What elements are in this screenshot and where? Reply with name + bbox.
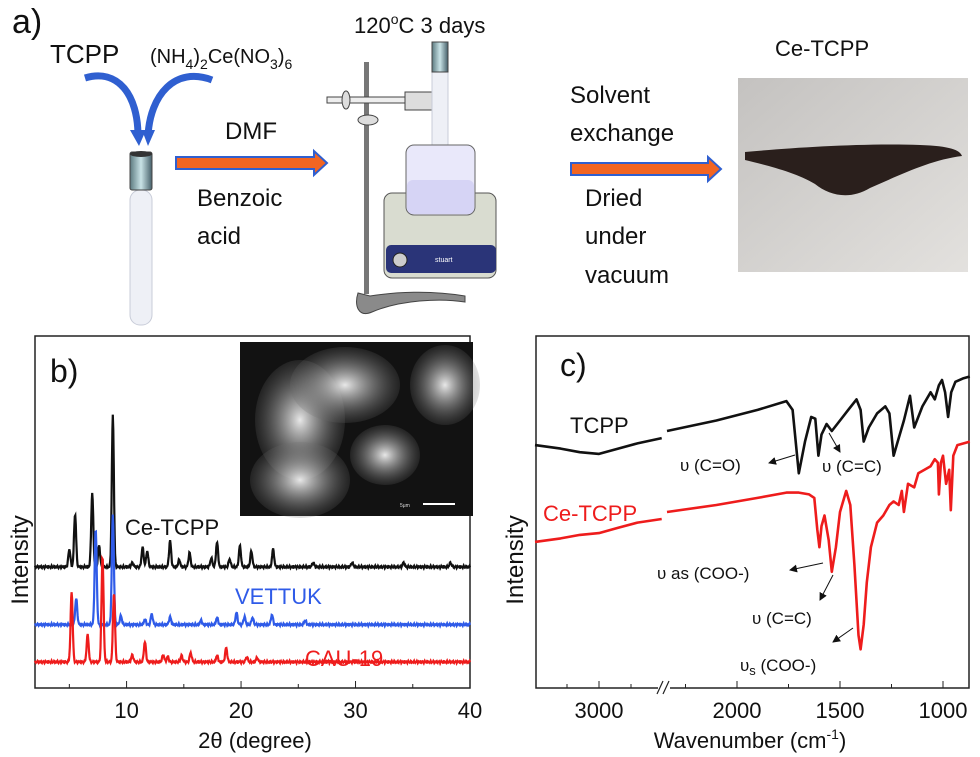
formula-subscript: 2 <box>200 56 208 72</box>
xrd-y-axis-label: Intensity <box>7 515 34 604</box>
ir-plot-frame <box>535 335 970 689</box>
x-tick-label: 1000 <box>919 698 968 723</box>
ir-series-ce-tcpp <box>534 440 971 651</box>
annotation-arrow <box>819 574 834 601</box>
x-tick-label: 40 <box>458 698 482 723</box>
formula-subscript: 4 <box>186 56 194 72</box>
axis-break-icon <box>656 680 670 695</box>
step1-reagent-line1: Benzoic <box>197 185 282 212</box>
product-label: Ce-TCPP <box>775 36 869 61</box>
curved-arrow-icon <box>83 72 214 146</box>
panel-a-label: a) <box>12 3 42 41</box>
xrd-series-cau-19 <box>33 554 472 667</box>
xrd-series-ce-tcpp <box>33 414 472 572</box>
annotation-coo-asym: υ as (COO-) <box>657 564 749 583</box>
series-label-vettuk: VETTUK <box>235 584 322 609</box>
series-label-ce-tcpp-ir: Ce-TCPP <box>543 501 637 526</box>
x-tick-label: 10 <box>114 698 138 723</box>
annotation-arrow <box>789 562 824 573</box>
panel-c-label: c) <box>560 347 587 383</box>
panel-a-schematic: a) TCPP (NH4)2Ce(NO3)6 DMF Benzoic acid … <box>12 3 968 326</box>
formula-text: (NH <box>150 46 186 68</box>
xrd-x-axis-label: 2θ (degree) <box>198 728 312 753</box>
lab-stand-hotplate-icon: stuart <box>326 41 497 314</box>
hotplate-brand-text: stuart <box>435 257 453 264</box>
annotation-co-stretch: υ (C=O) <box>680 456 741 475</box>
reaction-arrow-2 <box>570 154 723 184</box>
panel-b-label: b) <box>50 353 78 389</box>
x-tick-label: 20 <box>229 698 253 723</box>
annotation-arrow <box>768 454 796 465</box>
panel-b-xrd-chart: 10 20 30 40 b) Intensity Ce-TCPP VETTUK CAU… <box>7 335 482 753</box>
step2-dry-line2: under <box>585 223 646 250</box>
annotation-arrow <box>832 627 854 643</box>
formula-text: ) <box>278 46 285 68</box>
test-tube-icon <box>129 151 153 326</box>
reaction-arrow-1 <box>175 148 329 178</box>
formula-text: ) <box>193 46 200 68</box>
step2-line1: Solvent <box>570 82 650 109</box>
annotation-arrow <box>828 432 841 453</box>
step1-solvent-label: DMF <box>225 118 277 145</box>
series-label-tcpp: TCPP <box>570 413 629 438</box>
series-label-cau-19: CAU-19 <box>305 646 383 671</box>
x-tick-label: 1500 <box>816 698 865 723</box>
x-tick-label: 30 <box>343 698 367 723</box>
panel-c-ir-chart: 3000 2000 1500 1000 c) Intensity TCPP Ce-TC… <box>502 335 971 753</box>
step2-line2: exchange <box>570 120 674 147</box>
step2-dry-line1: Dried <box>585 185 642 212</box>
step2-dry-line3: vacuum <box>585 262 669 289</box>
sem-scale-label: 5μm <box>400 503 410 509</box>
formula-subscript: 6 <box>285 56 293 72</box>
ir-x-axis-label: Wavenumber (cm-1) <box>654 726 847 753</box>
annotation-cc-stretch-tcpp: υ (C=C) <box>822 457 882 476</box>
formula-subscript: 3 <box>270 56 278 72</box>
product-photo <box>738 78 968 272</box>
reaction-condition-label: 120oC 3 days <box>354 11 485 38</box>
series-label-ce-tcpp: Ce-TCPP <box>125 515 219 540</box>
reactant-tcpp-label: TCPP <box>50 39 119 69</box>
sem-inset-image: 5μm <box>240 342 480 518</box>
annotation-cc-stretch-ce: υ (C=C) <box>752 609 812 628</box>
step1-reagent-line2: acid <box>197 223 241 250</box>
ir-series-tcpp <box>534 375 971 475</box>
reactant-cerium-salt-formula: (NH4)2Ce(NO3)6 <box>150 46 293 72</box>
formula-text: Ce(NO <box>208 46 270 68</box>
x-tick-label: 2000 <box>713 698 762 723</box>
x-tick-label: 3000 <box>575 698 624 723</box>
annotation-coo-sym: υs (COO-) <box>740 656 816 678</box>
ir-y-axis-label: Intensity <box>502 515 529 604</box>
xrd-series-vettuk <box>33 514 472 629</box>
